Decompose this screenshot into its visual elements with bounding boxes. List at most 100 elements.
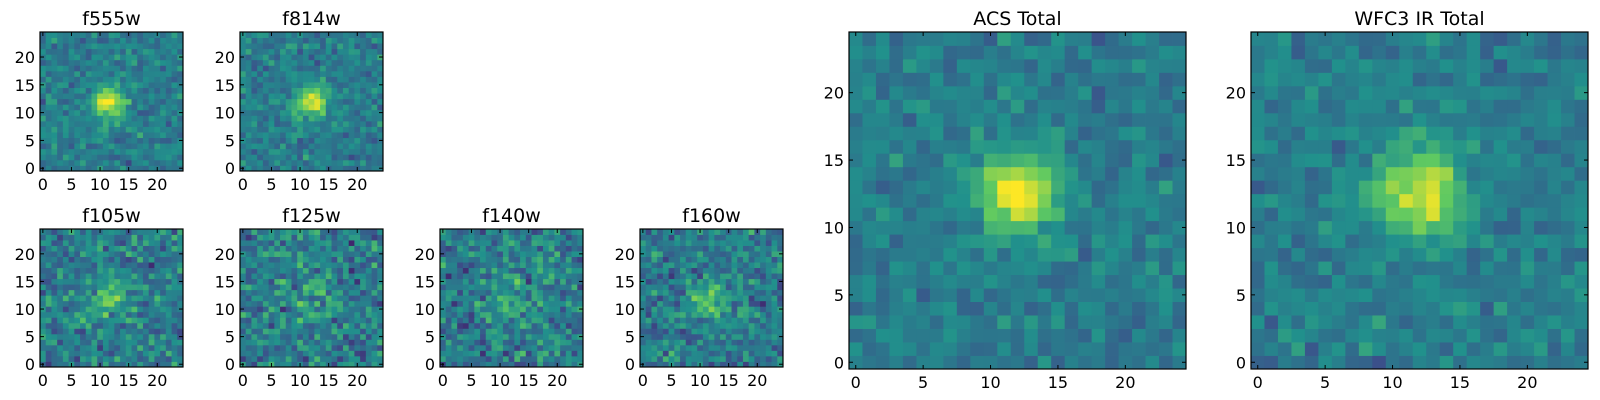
heatmap-cell bbox=[1439, 180, 1454, 195]
heatmap-cell bbox=[51, 70, 58, 77]
heatmap-cell bbox=[1037, 247, 1052, 262]
heatmap-cell bbox=[268, 126, 275, 133]
heatmap-cell bbox=[1507, 342, 1521, 356]
heatmap-cell bbox=[445, 306, 452, 313]
heatmap-cell bbox=[274, 317, 281, 324]
heatmap-cell bbox=[525, 234, 532, 241]
heatmap-cell bbox=[337, 109, 344, 116]
heatmap-cell bbox=[280, 306, 287, 313]
heatmap-cell bbox=[177, 328, 184, 335]
heatmap-cell bbox=[514, 256, 521, 263]
heatmap-cell bbox=[91, 104, 98, 111]
heatmap-cell bbox=[62, 245, 69, 252]
heatmap-cell bbox=[51, 361, 58, 368]
heatmap-cell bbox=[108, 109, 115, 116]
heatmap-cell bbox=[108, 262, 115, 269]
heatmap-cell bbox=[240, 344, 247, 351]
heatmap-cell bbox=[51, 295, 58, 302]
heatmap-cell bbox=[771, 328, 778, 335]
heatmap-cell bbox=[983, 207, 998, 222]
heatmap-cell bbox=[120, 70, 127, 77]
heatmap-cell bbox=[377, 76, 384, 83]
heatmap-cell bbox=[337, 43, 344, 50]
heatmap-cell bbox=[916, 288, 931, 302]
heatmap-cell bbox=[970, 99, 985, 114]
heatmap-cell bbox=[177, 229, 184, 235]
heatmap-cell bbox=[57, 120, 64, 127]
heatmap-cell bbox=[1520, 261, 1535, 276]
heatmap-cell bbox=[308, 87, 315, 94]
heatmap-cell bbox=[1132, 301, 1146, 316]
heatmap-cell bbox=[342, 98, 350, 105]
heatmap-cell bbox=[97, 54, 104, 61]
heatmap-cell bbox=[177, 154, 184, 161]
heatmap-cell bbox=[245, 32, 252, 38]
heatmap-cell bbox=[331, 245, 338, 252]
heatmap-cell bbox=[645, 328, 652, 335]
heatmap-cell bbox=[451, 267, 458, 274]
heatmap-cell bbox=[889, 139, 904, 154]
heatmap-cell bbox=[108, 132, 115, 139]
heatmap-cell bbox=[342, 240, 350, 246]
heatmap-cell bbox=[280, 148, 287, 155]
heatmap-cell bbox=[657, 289, 664, 296]
heatmap-cell bbox=[51, 54, 58, 61]
heatmap-cell bbox=[171, 328, 178, 335]
heatmap-cell bbox=[725, 240, 732, 246]
heatmap-cell bbox=[308, 148, 315, 155]
heatmap-cell bbox=[485, 311, 492, 318]
heatmap-cell bbox=[125, 104, 132, 111]
heatmap-cell bbox=[68, 98, 75, 105]
heatmap-cell bbox=[542, 251, 550, 257]
heatmap-cell bbox=[1399, 315, 1414, 329]
heatmap-cell bbox=[1132, 99, 1146, 114]
heatmap-cell bbox=[697, 234, 704, 241]
heatmap-cell bbox=[760, 234, 767, 241]
heatmap-cell bbox=[125, 154, 132, 161]
heatmap-cell bbox=[354, 256, 361, 263]
heatmap-cell bbox=[97, 350, 104, 357]
heatmap-cell bbox=[365, 350, 372, 357]
heatmap-cell bbox=[308, 82, 315, 88]
heatmap-cell bbox=[1024, 220, 1039, 235]
heatmap-cell bbox=[114, 361, 121, 368]
heatmap-cell bbox=[560, 278, 567, 285]
heatmap-cell bbox=[862, 112, 877, 127]
heatmap-cell bbox=[74, 322, 81, 329]
heatmap-cell bbox=[1318, 234, 1333, 249]
heatmap-cell bbox=[1412, 328, 1427, 343]
heatmap-cell bbox=[674, 361, 681, 368]
heatmap-cell bbox=[251, 76, 258, 83]
heatmap-cell bbox=[268, 317, 275, 324]
heatmap-cell bbox=[137, 48, 144, 55]
heatmap-cell bbox=[468, 251, 475, 257]
heatmap-cell bbox=[120, 43, 127, 50]
heatmap-cell bbox=[165, 132, 172, 139]
heatmap-cell bbox=[325, 159, 332, 166]
heatmap-cell bbox=[662, 328, 669, 335]
heatmap-cell bbox=[365, 137, 372, 144]
heatmap-cell bbox=[731, 256, 738, 263]
heatmap-cell bbox=[348, 43, 355, 50]
heatmap-cell bbox=[148, 350, 155, 357]
heatmap-cell bbox=[1453, 247, 1468, 262]
heatmap-cell bbox=[148, 165, 155, 172]
heatmap-cell bbox=[45, 289, 52, 296]
heatmap-cell bbox=[297, 98, 304, 105]
heatmap-cell bbox=[320, 344, 327, 351]
heatmap-cell bbox=[120, 256, 127, 263]
heatmap-cell bbox=[537, 344, 544, 351]
heatmap-cell bbox=[262, 87, 269, 94]
heatmap-cell bbox=[742, 311, 750, 318]
heatmap-cell bbox=[702, 251, 710, 257]
heatmap-cell bbox=[1439, 301, 1454, 316]
heatmap-cell bbox=[68, 339, 75, 346]
heatmap-cell bbox=[91, 76, 98, 83]
heatmap-cell bbox=[45, 109, 52, 116]
heatmap-cell bbox=[97, 109, 104, 116]
heatmap-cell bbox=[342, 289, 350, 296]
heatmap-cell bbox=[285, 54, 292, 61]
heatmap-cell bbox=[160, 273, 167, 280]
heatmap-cell bbox=[754, 306, 761, 313]
heatmap-cell bbox=[748, 234, 755, 241]
